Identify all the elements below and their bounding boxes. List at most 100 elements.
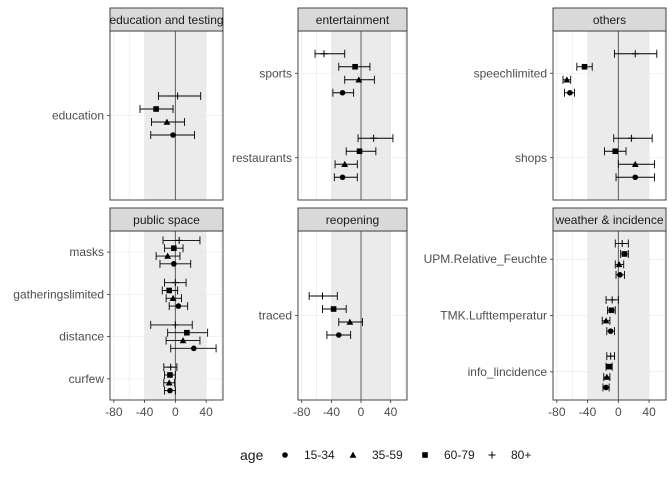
data-point bbox=[618, 240, 626, 248]
facet-marks bbox=[601, 239, 629, 392]
data-point bbox=[339, 174, 346, 181]
y-category-label: restaurants bbox=[232, 151, 292, 165]
x-tick-label: -80 bbox=[293, 405, 311, 419]
facet-strip bbox=[109, 7, 224, 32]
facet-strip bbox=[552, 7, 667, 32]
data-point bbox=[615, 260, 623, 268]
data-point bbox=[318, 292, 326, 300]
data-point bbox=[163, 118, 171, 125]
y-category-label: UPM.Relative_Feuchte bbox=[424, 252, 548, 266]
facet-panel: education and testing education bbox=[52, 7, 224, 201]
data-point bbox=[627, 134, 635, 142]
facet-marks bbox=[314, 49, 394, 182]
data-point bbox=[171, 245, 177, 252]
facet-strip-title: education and testing bbox=[109, 13, 223, 27]
legend-label: 80+ bbox=[511, 448, 531, 462]
x-tick-label: 40 bbox=[642, 405, 656, 419]
y-category-label: masks bbox=[69, 245, 104, 259]
data-point bbox=[608, 296, 616, 304]
legend-item: 80+ bbox=[488, 448, 531, 462]
x-tick-label: 40 bbox=[199, 405, 213, 419]
data-point bbox=[563, 76, 571, 83]
facet-marks bbox=[150, 236, 217, 395]
legend-item: 60-79 bbox=[422, 448, 475, 462]
facet-strip-title: weather & incidence bbox=[554, 213, 663, 227]
facet-strip bbox=[297, 207, 408, 232]
x-tick-label: -40 bbox=[323, 405, 341, 419]
data-point bbox=[352, 63, 358, 70]
data-point bbox=[356, 148, 363, 155]
data-point bbox=[617, 272, 623, 278]
y-category-label: TMK.Lufttemperatur bbox=[440, 309, 547, 323]
data-point bbox=[608, 307, 615, 314]
facet-marks bbox=[308, 292, 363, 339]
legend-title: age bbox=[240, 447, 264, 463]
data-point bbox=[164, 252, 172, 259]
data-point bbox=[174, 92, 182, 100]
x-tick-label: -40 bbox=[579, 405, 597, 419]
y-category-label: info_lincidence bbox=[468, 365, 548, 379]
data-point bbox=[167, 387, 173, 394]
data-point bbox=[567, 89, 573, 96]
data-point bbox=[631, 160, 639, 167]
data-point bbox=[632, 174, 639, 181]
data-point bbox=[607, 352, 615, 360]
data-point bbox=[170, 132, 176, 138]
data-point bbox=[171, 321, 179, 329]
facet-strip-title: reopening bbox=[326, 213, 379, 227]
data-point bbox=[169, 294, 177, 302]
facet-panel: public space masks gatheringslimited distan… bbox=[13, 207, 224, 419]
legend-key-triangle bbox=[349, 451, 357, 458]
data-point bbox=[175, 303, 182, 309]
y-category-label: shops bbox=[515, 151, 547, 165]
data-point bbox=[341, 160, 349, 167]
data-point bbox=[320, 50, 328, 58]
x-tick-label: -40 bbox=[136, 405, 154, 419]
data-point bbox=[184, 329, 190, 336]
facet-panel: weather & incidence UPM.Relative_Feuchte T… bbox=[424, 207, 667, 419]
y-category-label: distance bbox=[59, 330, 104, 344]
legend-label: 60-79 bbox=[444, 448, 475, 462]
data-point bbox=[179, 337, 187, 344]
data-point bbox=[603, 384, 609, 391]
y-category-label: gatheringslimited bbox=[13, 287, 104, 301]
facet-strip bbox=[109, 207, 224, 232]
data-point bbox=[171, 261, 177, 267]
facet-strip bbox=[297, 7, 408, 32]
data-point bbox=[607, 328, 614, 334]
data-point bbox=[581, 63, 588, 70]
data-point bbox=[339, 89, 346, 96]
data-point bbox=[153, 106, 159, 112]
data-point bbox=[370, 134, 378, 142]
x-tick-label: 0 bbox=[358, 405, 365, 419]
data-point bbox=[335, 332, 342, 338]
data-point bbox=[166, 287, 172, 294]
facet-panel: reopening traced -80 -40 0 40 bbox=[259, 207, 408, 419]
legend-key-plus bbox=[488, 451, 496, 459]
legend-item: 35-59 bbox=[349, 448, 403, 462]
x-tick-label: 0 bbox=[172, 405, 179, 419]
facet-marks bbox=[562, 49, 658, 182]
y-category-label: curfew bbox=[69, 372, 105, 386]
data-point bbox=[631, 50, 639, 58]
x-tick-label: -80 bbox=[548, 405, 566, 419]
facet-panel: others speechlimited shops bbox=[474, 7, 667, 201]
facet-strip-title: public space bbox=[133, 213, 200, 227]
facet-strip-title: entertainment bbox=[316, 13, 390, 27]
y-category-label: speechlimited bbox=[474, 66, 547, 80]
x-tick-label: -80 bbox=[105, 405, 123, 419]
data-point bbox=[165, 379, 173, 386]
x-tick-label: 40 bbox=[384, 405, 398, 419]
data-point bbox=[621, 251, 628, 257]
facet-marks bbox=[139, 92, 202, 139]
data-point bbox=[346, 318, 354, 325]
legend-label: 35-59 bbox=[372, 448, 403, 462]
data-point bbox=[355, 76, 363, 83]
data-point bbox=[175, 236, 183, 244]
data-point bbox=[171, 279, 179, 287]
data-point bbox=[606, 363, 612, 370]
y-category-label: education bbox=[52, 109, 104, 123]
data-point bbox=[167, 372, 173, 378]
data-point bbox=[603, 373, 611, 380]
